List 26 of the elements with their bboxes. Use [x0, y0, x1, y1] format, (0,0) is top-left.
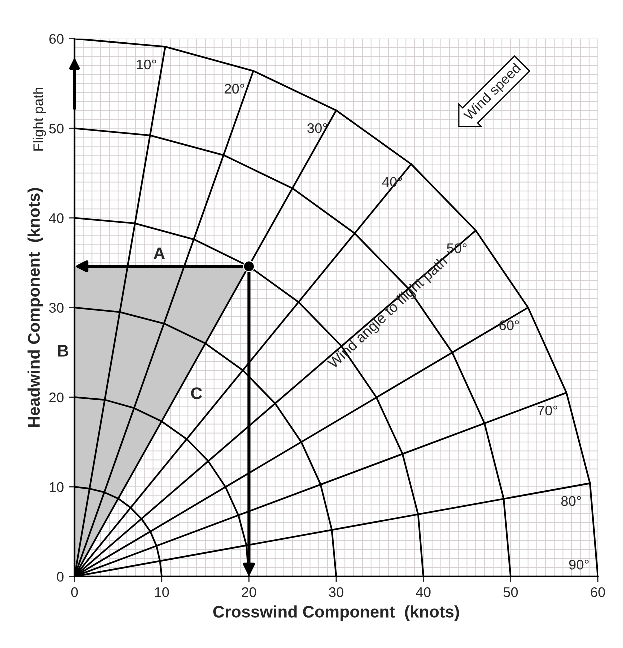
annotation: 20°: [224, 84, 244, 94]
y-axis-title: Headwind Component (knots): [28, 188, 44, 428]
text: B: [58, 345, 69, 357]
text: Flight path: [33, 88, 46, 151]
x-tick-label: 10: [155, 588, 170, 598]
annotation: A: [154, 248, 166, 260]
x-tick-label: 50: [504, 588, 518, 598]
y-tick-label: 50: [49, 124, 64, 134]
x-tick-label: 60: [591, 588, 606, 598]
x-tick-label: 20: [242, 588, 256, 598]
y-tick-label: 20: [50, 392, 64, 403]
x-tick-label: 0: [71, 588, 78, 598]
x-tick-label: 30: [329, 588, 344, 598]
y-tick-label: 30: [49, 303, 64, 313]
annotation: 10°: [137, 60, 156, 70]
annotation: 80°: [562, 496, 582, 506]
x-tick-label: 40: [416, 588, 431, 598]
y-tick-label: 60: [50, 34, 64, 44]
y-tick-label: 40: [49, 213, 64, 224]
y-tick-label: 0: [57, 572, 64, 582]
annotation: 70°: [538, 406, 558, 416]
annotation: C: [191, 388, 202, 400]
annotation: 60°: [500, 320, 520, 330]
x-axis-title: Crosswind Component (knots): [214, 606, 460, 622]
y-tick-label: 10: [50, 482, 64, 492]
annotation: 90°: [569, 560, 589, 570]
